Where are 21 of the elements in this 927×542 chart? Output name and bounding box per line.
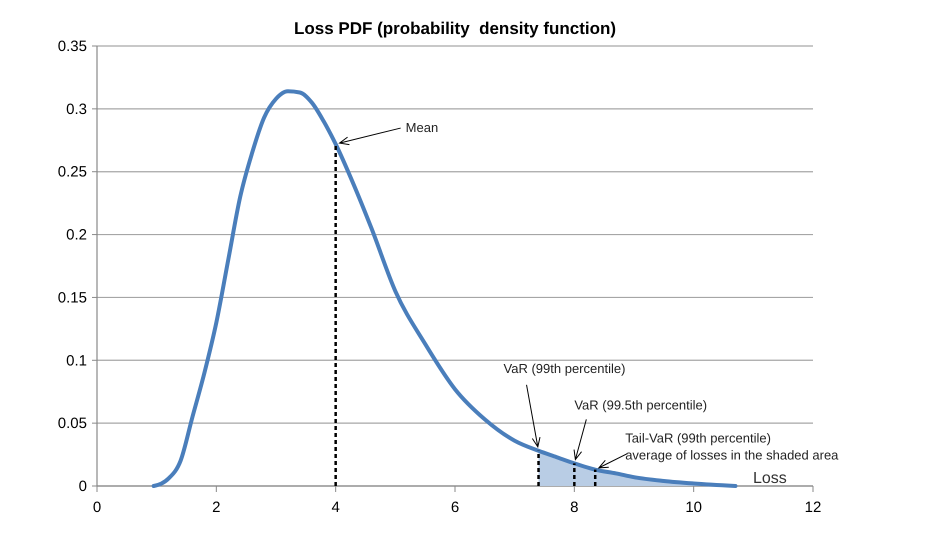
x-tick-label: 8 xyxy=(570,499,579,516)
y-tick-label: 0.2 xyxy=(66,226,87,244)
x-tick-label: 0 xyxy=(92,499,102,516)
annotation: Mean xyxy=(406,120,438,136)
y-tick-label: 0.15 xyxy=(58,289,87,306)
x-tick-label: 4 xyxy=(331,499,340,516)
y-tick-label: 0.1 xyxy=(66,352,87,370)
chart-title: Loss PDF (probability density function) xyxy=(294,19,616,38)
y-tick-label: 0.35 xyxy=(58,38,87,55)
x-axis-title: Loss xyxy=(753,470,787,487)
x-tick-label: 2 xyxy=(212,499,221,516)
y-tick-label: 0 xyxy=(78,478,87,495)
x-tick-label: 10 xyxy=(685,499,702,516)
y-tick-label: 0.3 xyxy=(66,100,87,118)
x-tick-label: 12 xyxy=(804,499,822,516)
annotation: VaR (99th percentile) xyxy=(504,360,626,376)
annotation: VaR (99.5th percentile) xyxy=(574,397,708,412)
y-tick-label: 0.05 xyxy=(58,415,87,432)
y-tick-label: 0.25 xyxy=(58,164,87,181)
x-tick-label: 6 xyxy=(450,499,460,516)
annotation: Tail-VaR (99th percentile) average of losses in the shaded area xyxy=(625,430,840,463)
